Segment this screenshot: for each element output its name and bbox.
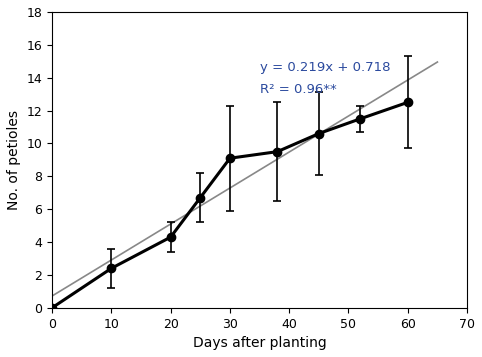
X-axis label: Days after planting: Days after planting	[193, 336, 326, 350]
Y-axis label: No. of petioles: No. of petioles	[7, 110, 21, 210]
Text: R² = 0.96**: R² = 0.96**	[260, 83, 336, 96]
Text: y = 0.219x + 0.718: y = 0.219x + 0.718	[260, 61, 390, 74]
